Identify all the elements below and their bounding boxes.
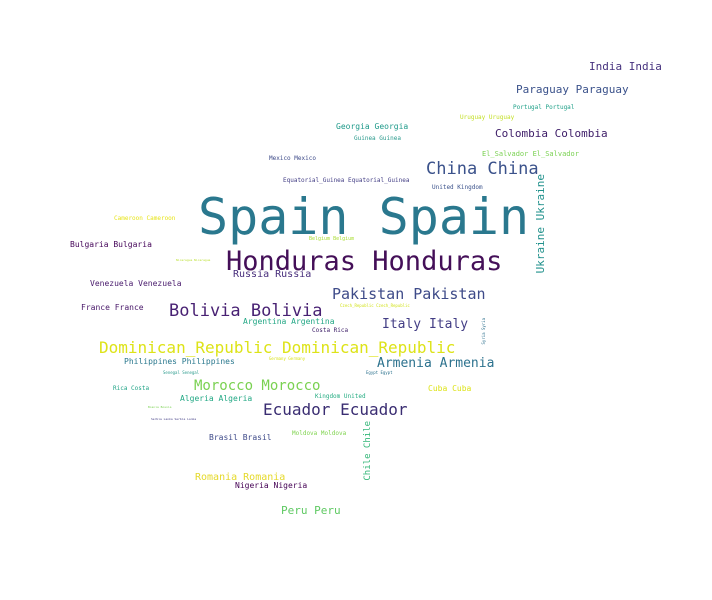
word-ecuador: Ecuador Ecuador — [263, 400, 408, 419]
word-georgia: Georgia Georgia — [336, 122, 409, 131]
word-honduras: Honduras Honduras — [226, 246, 503, 277]
word-argentina: Argentina Argentina — [243, 317, 335, 326]
word-equatorial-guinea: Equatorial_Guinea Equatorial_Guinea — [283, 177, 410, 184]
word-syria: Syria Syria — [481, 318, 486, 345]
word-pakistan: Pakistan Pakistan — [332, 285, 486, 303]
word-czech-republic: Czech_Republic Czech_Republic — [340, 303, 410, 308]
word-romania: Romania Romania — [195, 472, 286, 483]
word-cuba: Cuba Cuba — [428, 384, 472, 393]
word-costa-rica: Costa Rica — [312, 327, 349, 334]
word-chile: Chile Chile — [363, 421, 373, 481]
word-paraguay: Paraguay Paraguay — [516, 83, 629, 96]
word-serbia-lanka: Serbia Lanka Serbia Lanka — [151, 417, 197, 421]
word-brasil: Brasil Brasil — [209, 433, 272, 442]
word-united-kingdom: United Kingdom — [432, 184, 483, 191]
word-venezuela: Venezuela Venezuela — [90, 279, 182, 288]
word-russia: Russia Russia — [233, 269, 312, 280]
word-germany: Germany Germany — [269, 356, 306, 361]
word-nigeria: Nigeria Nigeria — [235, 481, 308, 490]
word-kingdom-united: Kingdom United — [315, 393, 366, 400]
word-mexico: Mexico Mexico — [269, 155, 316, 162]
word-portugal: Portugal Portugal — [513, 104, 575, 111]
word-ukraine: Ukraine Ukraine — [534, 174, 547, 274]
word-rica-costa: Rica Costa — [113, 385, 150, 392]
word-india: India India — [589, 60, 662, 73]
word-nicaragua: Nicaragua Nicaragua — [176, 258, 211, 262]
word-morocco: Morocco Morocco — [194, 378, 321, 394]
word-bosnia: Bosnia Bosnia — [148, 405, 172, 409]
word-bolivia: Bolivia Bolivia — [169, 301, 323, 321]
word-philippines: Philippines Philippines — [124, 357, 235, 366]
word-italy: Italy Italy — [382, 317, 469, 332]
word-peru: Peru Peru — [281, 504, 341, 517]
word-bulgaria: Bulgaria Bulgaria — [70, 240, 152, 249]
word-moldova: Moldova Moldova — [292, 430, 347, 437]
word-france: France France — [81, 303, 144, 312]
word-colombia: Colombia Colombia — [495, 127, 608, 140]
word-algeria: Algeria Algeria — [180, 394, 253, 403]
word-belgium: Belgium Belgium — [309, 236, 355, 242]
word-dominican-republic: Dominican_Republic Dominican_Republic — [99, 338, 456, 357]
word-uruguay: Uruguay Uruguay — [460, 114, 515, 121]
word-senegal: Senegal Senegal — [163, 370, 200, 375]
word-armenia: Armenia Armenia — [377, 356, 495, 371]
word-china: China China — [426, 159, 539, 179]
word-cameroon: Cameroon Cameroon — [114, 215, 176, 222]
word-egypt: Egypt Egypt — [366, 370, 393, 375]
word-el-salvador: El_Salvador El_Salvador — [482, 150, 579, 158]
word-spain: Spain Spain — [198, 188, 530, 246]
word-guinea: Guinea Guinea — [354, 135, 401, 142]
